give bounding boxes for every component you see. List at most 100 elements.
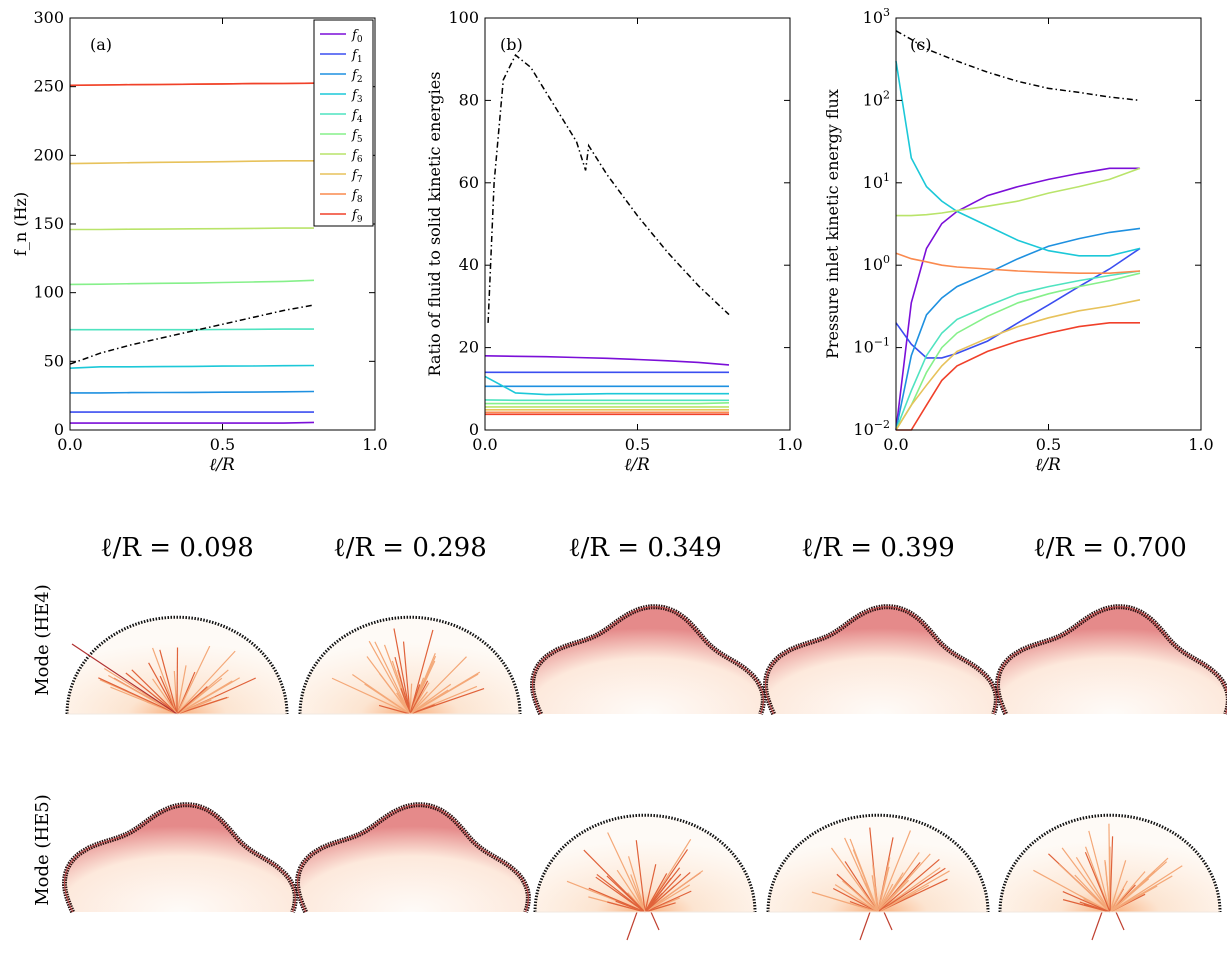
mode-vector <box>834 884 879 913</box>
chart-a-series-f4 <box>70 328 314 331</box>
mode-vector <box>830 847 879 913</box>
chart-c-series-f4 <box>895 270 1141 431</box>
chart-a-series-f3 <box>69 364 315 369</box>
mode-vector <box>409 683 413 715</box>
chart-c-ylabel: Pressure inlet kinetic energy flux <box>823 89 842 359</box>
chart-c-ytick-label: 103 <box>863 6 890 27</box>
mode-vector <box>1084 851 1111 913</box>
legend-label-f1: f1 <box>351 48 363 65</box>
chart-c-series-f2 <box>895 227 1141 431</box>
chart-b-series-f3 <box>484 375 729 396</box>
chart-b-frame <box>484 17 791 431</box>
chart-a-ytick-label: 250 <box>33 77 64 96</box>
chart-c-series-f9 <box>896 322 1140 431</box>
chart-a-legend: f0 f1 f2 f3 f4 f5 f6 f7 f8 f9 <box>313 19 374 227</box>
mode-boundary <box>533 813 757 913</box>
mode-vector <box>176 680 233 715</box>
mode-vector <box>378 704 411 715</box>
chart-b-ytick-label: 20 <box>459 338 479 357</box>
mode-vector <box>1108 823 1111 913</box>
mode-vector <box>644 884 691 913</box>
chart-b-ytick-label: 100 <box>448 8 479 27</box>
chart-b-ytick-label: 60 <box>459 173 479 192</box>
chart-a-ytick-label: 0 <box>54 420 64 439</box>
mode-fill <box>768 815 988 912</box>
mode-vector <box>650 911 660 931</box>
mode-vector <box>394 656 411 715</box>
mode-vector <box>883 911 893 931</box>
mode-vector <box>148 662 178 715</box>
legend-label-f5: f5 <box>351 128 363 145</box>
chart-c-xlabel: ℓ/R <box>1035 455 1061 475</box>
mode-shape-r1-c1 <box>294 802 531 914</box>
mode-boundary <box>65 615 289 715</box>
mode-vector <box>176 647 179 715</box>
chart-a-legend-entries: f0 f1 f2 f3 f4 f5 f6 f7 f8 f9 <box>320 28 363 225</box>
mode-fill <box>64 804 296 912</box>
mode-vector <box>409 629 434 715</box>
chart-c-ytick-label: 102 <box>863 88 890 109</box>
mode-vector <box>588 887 646 913</box>
mode-shape-r1-c2 <box>533 813 757 941</box>
mode-vector <box>877 884 930 913</box>
chart-a-series-f2 <box>70 390 315 394</box>
mode-vector <box>1115 911 1125 931</box>
case-labels: ℓ/R = 0.098 ℓ/R = 0.298 ℓ/R = 0.349 ℓ/R = 0… <box>100 533 1187 563</box>
mode-vector <box>368 640 411 715</box>
mode-vector <box>1083 903 1111 913</box>
mode-vector <box>877 857 891 913</box>
mode-vector <box>176 665 187 715</box>
chart-b-xlabel: ℓ/R <box>624 455 650 475</box>
chart-c-plot <box>895 30 1141 431</box>
mode-vector <box>176 650 236 715</box>
mode-boundary <box>766 813 990 913</box>
chart-c-series-f0 <box>895 167 1140 431</box>
chart-b-xtick-label: 1.0 <box>777 435 802 454</box>
mode-shape-r1-c0 <box>61 802 298 914</box>
mode-vector <box>1109 871 1146 913</box>
mode-vector <box>832 887 879 913</box>
mode-vector <box>877 867 946 913</box>
mode-shapes <box>61 604 1227 941</box>
chart-c-ytick-label: 10−2 <box>853 418 890 439</box>
mode-vector <box>644 873 668 913</box>
mode-vector <box>865 882 879 913</box>
mode-vector <box>393 628 411 715</box>
mode-vector <box>644 873 682 913</box>
chart-c-ytick-label: 10−1 <box>853 336 890 357</box>
chart-a-dashed-curve <box>69 304 315 365</box>
mode-vector <box>159 649 178 715</box>
mode-shape-r0-c1 <box>298 615 522 715</box>
mode-vector <box>644 849 689 913</box>
mode-vector <box>1062 891 1111 913</box>
mode-vector <box>644 902 676 913</box>
mode-boundary-inner <box>531 606 764 715</box>
chart-b-series-f0 <box>484 355 730 366</box>
mode-vector <box>607 832 646 913</box>
chart-a-plot <box>69 82 315 424</box>
mode-vector <box>402 641 411 715</box>
chart-a-ytick-label: 150 <box>33 214 64 233</box>
case-label-1: ℓ/R = 0.298 <box>333 533 487 563</box>
mode-vector <box>871 875 879 913</box>
mode-vector <box>606 875 646 913</box>
mode-fill <box>765 606 997 714</box>
mode-vector <box>1075 857 1111 913</box>
chart-b-ytick-label: 0 <box>469 420 479 439</box>
mode-vector <box>877 853 931 913</box>
chart-a-panel-label: (a) <box>90 35 112 54</box>
mode-vector <box>1109 865 1183 913</box>
chart-b-plot <box>484 53 730 416</box>
mode-vector <box>616 869 646 913</box>
mode-vector <box>176 696 228 715</box>
chart-a-ytick-label: 200 <box>33 145 64 164</box>
mode-vector <box>1109 836 1114 913</box>
mode-vector <box>1061 847 1111 913</box>
mode-vector <box>1058 863 1111 913</box>
mode-vector <box>1091 911 1103 941</box>
mode-vector <box>1109 861 1168 913</box>
chart-c-series-f8 <box>895 252 1141 274</box>
mode-fill <box>300 617 520 714</box>
mode-fill <box>535 815 755 912</box>
legend-label-f7: f7 <box>351 168 363 185</box>
